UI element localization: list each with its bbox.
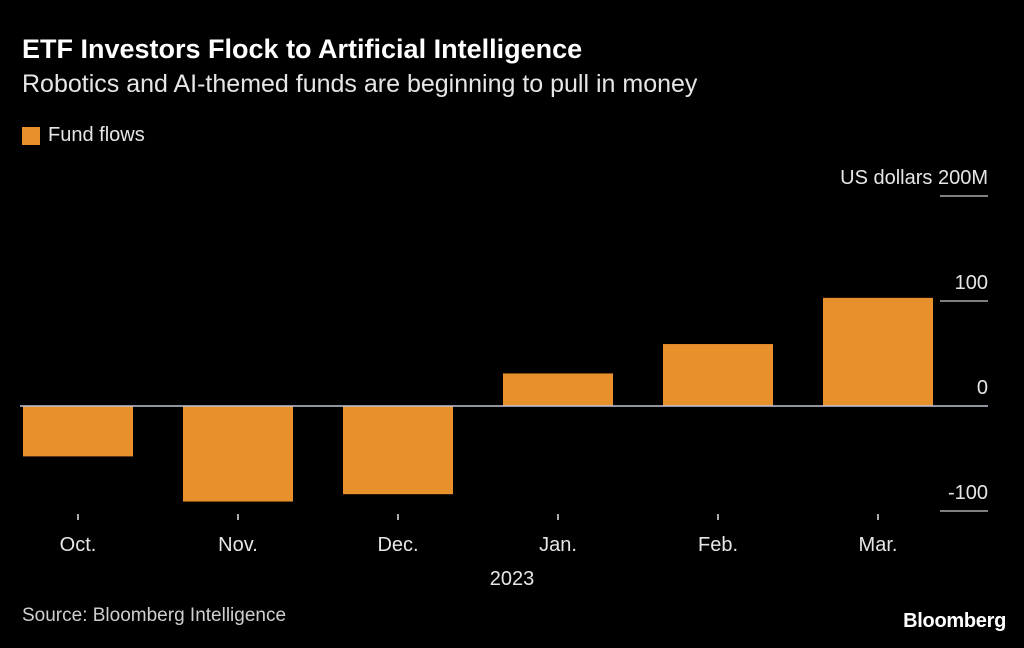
chart-title: ETF Investors Flock to Artificial Intell… [22,34,583,64]
legend-label: Fund flows [48,124,145,146]
x-year-label: 2023 [490,568,535,590]
legend: Fund flows [22,124,145,147]
legend-swatch [22,126,40,145]
y-tick-label: US dollars 200M [840,167,988,189]
bar-mar [823,297,933,406]
bar-dec [343,406,453,495]
chart-subtitle: Robotics and AI-themed funds are beginni… [22,70,698,98]
x-tick-label: Jan. [539,534,577,556]
bar-nov [183,406,293,502]
x-tick-label: Mar. [859,534,898,556]
bar-oct [23,406,133,457]
x-tick-label: Oct. [60,534,97,556]
x-tick-label: Nov. [218,534,258,556]
y-tick-label: 100 [955,272,988,294]
source-note: Source: Bloomberg Intelligence [22,605,287,626]
x-tick-label: Dec. [377,534,418,556]
bar-jan [503,373,613,406]
bar-feb [663,344,773,406]
y-tick-label: -100 [948,482,988,504]
x-tick-label: Feb. [698,534,738,556]
bloomberg-logo: Bloomberg [903,610,1006,632]
y-tick-label: 0 [977,377,988,399]
